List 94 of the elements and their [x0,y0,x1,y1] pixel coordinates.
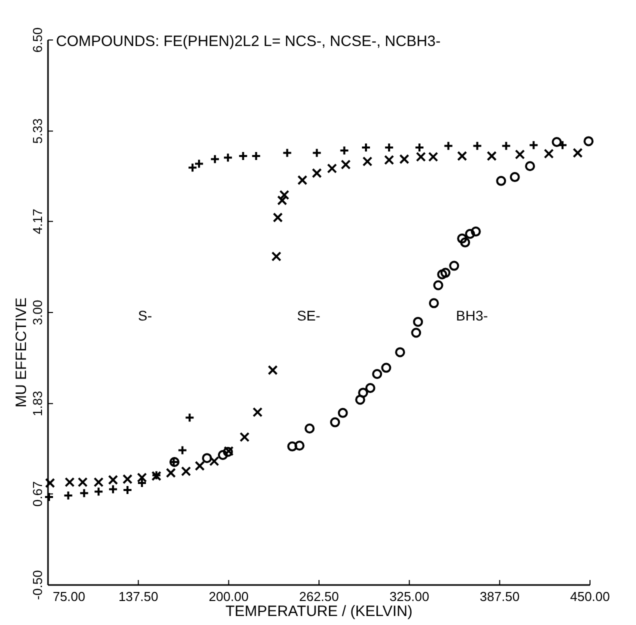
point [395,347,406,358]
point [79,488,90,498]
point [297,175,308,186]
point [287,441,298,452]
point [64,477,75,488]
point [449,260,460,271]
point [544,148,554,159]
y-tick-label: 1.83 [30,390,45,416]
point [428,298,439,308]
point [381,362,392,373]
y-tick-label: 3.00 [30,300,45,326]
y-tick-label: 0.67 [30,481,45,507]
point [252,407,263,418]
point [362,156,372,166]
point [496,176,506,186]
point [330,417,340,428]
x-tick-label: 262.50 [299,589,339,604]
point [470,226,481,237]
point [399,154,410,164]
point [45,478,56,488]
y-tick-label: -0.50 [30,570,45,600]
point [294,440,304,451]
x-tick-label: 325.00 [389,589,430,604]
point [584,136,594,146]
x-tick-label: 137.50 [118,589,158,604]
point [572,148,583,158]
point [440,268,450,278]
chart-title: COMPOUNDS: FE(PHEN)2L2 L= NCS-, NCSE-, NCBH3- [56,33,441,50]
point [460,237,470,248]
point [188,162,198,173]
point [355,394,366,405]
point [457,151,468,162]
point [433,280,444,290]
point [194,158,204,169]
point [525,161,536,172]
y-tick-label: 4.17 [30,208,45,234]
point [428,152,438,162]
point [136,472,147,483]
point [181,466,192,476]
point [184,412,195,423]
point [268,365,278,376]
point [218,450,228,460]
point [94,486,104,497]
point [272,212,283,223]
point [413,316,424,327]
annotation: SE- [297,308,321,324]
point [78,477,88,488]
point [384,154,394,165]
point [282,148,292,158]
point [108,484,118,494]
y-tick-label: 6.50 [30,27,45,53]
point [108,474,118,485]
point [277,195,288,206]
x-axis-title: TEMPERATURE / (KELVIN) [226,603,412,620]
point [437,269,448,280]
x-tick-label: 387.50 [480,589,520,604]
point [552,136,562,147]
point [271,251,282,262]
point [486,151,497,162]
point [202,453,212,464]
point [340,160,351,170]
point [501,140,512,151]
point [312,148,322,158]
point [194,460,205,471]
point [210,154,220,164]
point [177,445,188,456]
point [472,140,482,151]
point [209,456,220,466]
point [528,140,539,150]
point [358,388,368,398]
x-tick-label: 200.00 [208,589,249,604]
annotation: BH3- [456,308,488,324]
point [279,190,290,200]
point [372,369,382,380]
annotation: S- [138,308,152,324]
point [327,163,338,174]
point [122,474,132,484]
y-axis-title: MU EFFECTIVE [13,297,30,408]
point [304,424,315,434]
point [457,234,468,244]
point [510,172,520,182]
point [94,477,104,488]
point [222,152,233,163]
point [365,383,376,394]
point [514,149,525,160]
point [465,228,476,239]
y-tick-label: 5.33 [30,118,45,144]
point [411,328,422,338]
x-tick-label: 75.00 [52,589,86,604]
point [240,432,250,442]
point [312,168,322,178]
point [338,408,348,418]
x-tick-label: 450.00 [570,589,610,604]
point [443,140,454,151]
